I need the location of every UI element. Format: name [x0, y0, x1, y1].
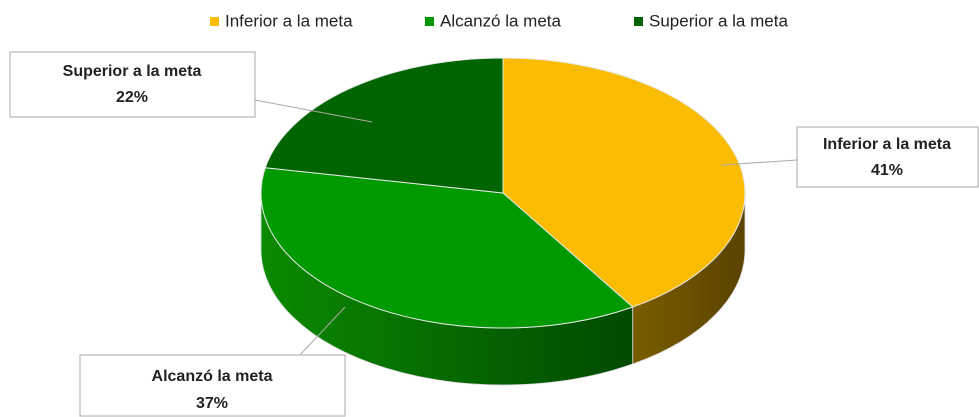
callout-box	[79, 354, 346, 417]
slice-value: 22%	[116, 89, 148, 106]
legend-label: Alcanzó la meta	[440, 11, 561, 30]
leader-line	[721, 159, 798, 166]
slice-label: Superior a la meta	[63, 63, 202, 80]
pie	[260, 57, 746, 386]
legend-swatch	[210, 17, 219, 26]
legend-label: Inferior a la meta	[225, 11, 353, 30]
callout-box	[9, 51, 256, 118]
slice	[502, 57, 746, 308]
slice	[260, 167, 634, 329]
callout-box	[796, 126, 979, 188]
legend-swatch	[634, 17, 643, 26]
legend-label: Superior a la meta	[649, 11, 788, 30]
slice	[264, 57, 504, 194]
slice-value: 37%	[196, 395, 228, 412]
slice-label: Alcanzó la meta	[152, 368, 273, 385]
slice-label: Inferior a la meta	[823, 136, 951, 153]
leader-line	[254, 99, 373, 123]
legend-swatch	[425, 17, 434, 26]
slice-value: 41%	[871, 162, 903, 179]
